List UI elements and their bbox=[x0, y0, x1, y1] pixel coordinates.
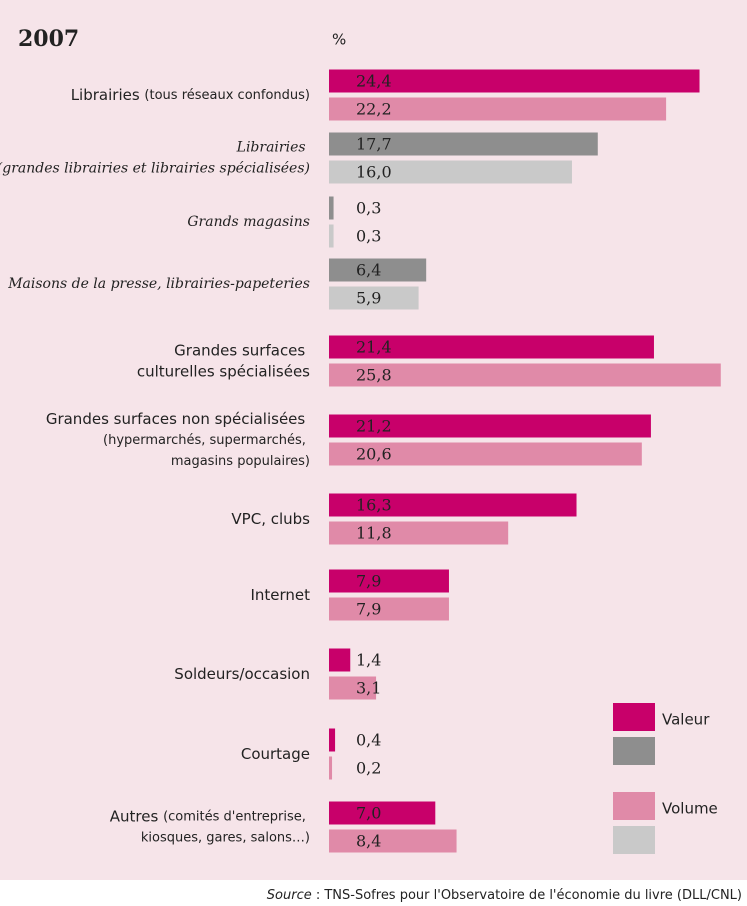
value-label: 20,6 bbox=[356, 445, 392, 464]
bar bbox=[329, 132, 598, 156]
category-label: Grandes surfaces non spécialisées (hyper… bbox=[46, 410, 310, 469]
value-label: 0,3 bbox=[356, 227, 381, 246]
value-label: 8,4 bbox=[356, 832, 381, 851]
bar bbox=[329, 97, 667, 121]
value-label: 17,7 bbox=[356, 135, 392, 154]
bar bbox=[329, 363, 721, 387]
value-label: 16,3 bbox=[356, 496, 392, 515]
value-label: 0,3 bbox=[356, 199, 381, 218]
bar bbox=[329, 521, 509, 545]
value-label: 11,8 bbox=[356, 524, 392, 543]
bar bbox=[329, 160, 572, 184]
category-label: Grandes surfaces culturelles spécialisée… bbox=[137, 341, 310, 380]
bar bbox=[329, 801, 436, 825]
value-label: 3,1 bbox=[356, 679, 381, 698]
bar bbox=[329, 493, 577, 517]
bar bbox=[329, 286, 419, 310]
value-label: 16,0 bbox=[356, 163, 392, 182]
category-label: Librairies (grandes librairies et librai… bbox=[0, 140, 310, 177]
unit-label: % bbox=[332, 31, 346, 49]
bar bbox=[329, 414, 651, 438]
category-label: Grands magasins bbox=[187, 214, 310, 230]
value-label: 24,4 bbox=[356, 72, 392, 91]
value-label: 0,2 bbox=[356, 759, 381, 778]
category-label: Courtage bbox=[241, 745, 310, 763]
bar bbox=[329, 829, 457, 853]
value-label: 21,4 bbox=[356, 338, 392, 357]
chart-title: 2007 bbox=[18, 26, 79, 52]
bar bbox=[329, 196, 334, 220]
value-label: 1,4 bbox=[356, 651, 381, 670]
value-label: 25,8 bbox=[356, 366, 392, 385]
value-label: 22,2 bbox=[356, 100, 392, 119]
bar bbox=[329, 597, 449, 621]
bar bbox=[329, 728, 336, 752]
bar bbox=[329, 648, 351, 672]
legend-swatch bbox=[613, 826, 655, 854]
category-label: Soldeurs/occasion bbox=[174, 665, 310, 683]
value-label: 7,0 bbox=[356, 804, 381, 823]
source: Source : TNS-Sofres pour l'Observatoire … bbox=[267, 888, 742, 903]
value-label: 7,9 bbox=[356, 600, 381, 619]
category-label: Autres (comités d'entreprise, kiosques, … bbox=[110, 807, 310, 845]
bar bbox=[329, 442, 642, 466]
category-label: Maisons de la presse, librairies-papeter… bbox=[7, 276, 310, 292]
legend-swatch bbox=[613, 703, 655, 731]
bar bbox=[329, 224, 334, 248]
bar bbox=[329, 335, 654, 359]
bar bbox=[329, 569, 449, 593]
value-label: 21,2 bbox=[356, 417, 392, 436]
legend-swatch bbox=[613, 792, 655, 820]
value-label: 5,9 bbox=[356, 289, 381, 308]
category-label: VPC, clubs bbox=[231, 510, 310, 528]
bar bbox=[329, 258, 427, 282]
category-label: Internet bbox=[250, 586, 310, 604]
bar bbox=[329, 676, 377, 700]
value-label: 6,4 bbox=[356, 261, 381, 280]
legend-label: Volume bbox=[662, 800, 718, 818]
value-label: 0,4 bbox=[356, 731, 381, 750]
bar bbox=[329, 69, 700, 93]
value-label: 7,9 bbox=[356, 572, 381, 591]
category-label: Librairies (tous réseaux confondus) bbox=[71, 86, 310, 104]
bar bbox=[329, 756, 333, 780]
legend-label: Valeur bbox=[662, 711, 710, 729]
legend-swatch bbox=[613, 737, 655, 765]
